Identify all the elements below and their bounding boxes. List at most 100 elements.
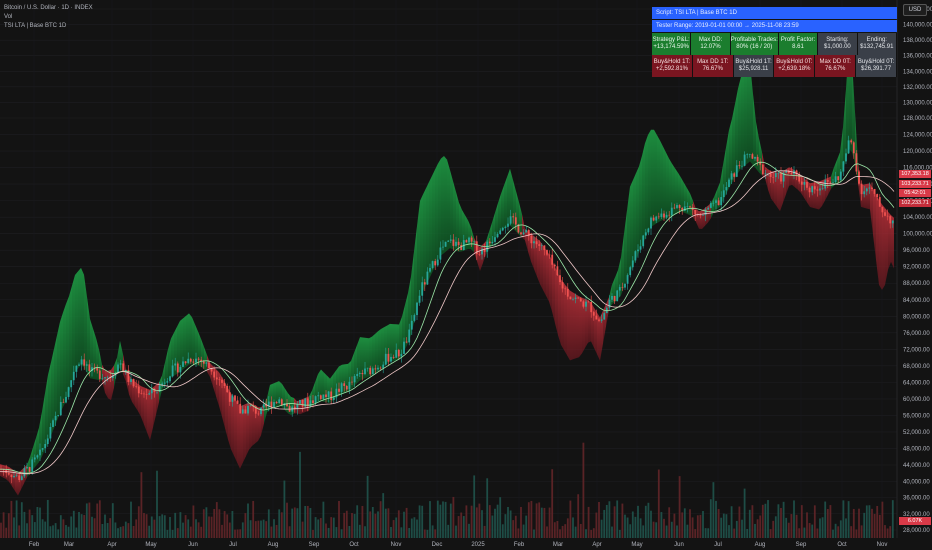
candle-body [18,475,21,480]
band-segment [468,220,471,250]
band-segment [777,172,780,212]
price-tick-label: 92,000.00 [903,265,930,271]
candle-body [400,353,403,357]
volume-bar [868,505,871,538]
candle-body [57,415,60,416]
candle-body [535,241,538,245]
volume-bar [179,512,182,538]
volume-bar [296,508,299,538]
candle-body [668,214,671,216]
candle-body [275,402,278,404]
band-segment [231,393,234,456]
currency-button[interactable]: USD [903,4,927,16]
stat-value: $132,745.91 [860,44,894,50]
volume-bar [195,519,197,538]
band-segment [765,166,768,190]
band-segment [588,300,591,343]
candle-body [730,173,733,180]
volume-bar [538,502,541,538]
volume-bar [863,512,866,538]
candle-body [795,170,798,175]
stat-cell-row1-4: Starting: $1,000.00 [818,33,858,55]
candle-body [273,402,275,408]
candle-body [353,376,356,383]
candle-body [267,401,270,407]
candle-body [878,197,881,207]
candle-body [413,315,416,321]
candle-body [548,254,551,256]
candle-body [689,206,691,208]
band-segment [381,327,384,370]
strategy-stats-panel: Script: TSI LTA | Base BTC 1D Tester Ran… [652,7,897,77]
volume-bar [876,505,879,538]
candle-body [863,191,866,195]
stat-label: Buy&Hold 1T: [653,58,691,65]
candle-body [345,385,348,390]
band-segment [234,397,237,463]
candle-body [603,313,606,320]
time-tick-label: Feb [514,542,525,548]
candle-body [657,216,660,218]
candle-body [65,396,67,403]
candle-body [132,379,135,387]
volume-bar [239,529,242,538]
volume-bar [314,517,317,538]
candle-body [117,364,119,373]
candle-body [98,370,101,379]
band-segment [156,382,159,415]
volume-indicator-label[interactable]: Vol [4,14,13,20]
band-segment [681,177,684,213]
candle-body [556,266,559,276]
volume-bar [462,516,465,538]
volume-bar [252,500,255,538]
candle-body [28,467,31,472]
volume-bar [481,510,483,538]
volume-bar [218,509,221,538]
price-tick-label: 76,000.00 [903,331,930,337]
candle-body [855,153,858,172]
candle-body [457,241,460,246]
volume-bar [548,507,551,538]
volume-bar [75,527,78,538]
candle-body [626,275,629,284]
candle-body [270,401,273,408]
band-segment [378,328,381,372]
volume-bar [257,520,260,538]
band-segment [753,94,756,169]
band-segment [843,88,846,171]
band-segment [192,317,195,365]
candle-body [634,251,637,261]
candle-body [384,353,387,365]
candle-body [735,165,738,177]
band-segment [60,312,63,414]
candle-body [145,394,148,395]
moving-average-lines [0,161,895,475]
candle-body [829,181,832,183]
volume-bar [161,514,164,538]
stat-label: Ending: [866,36,887,43]
indicator-label[interactable]: TSI LTA | Base BTC 1D [4,23,67,29]
candle-body [161,383,164,386]
candle-body [561,282,564,289]
volume-bar [429,501,431,538]
volume-bar [871,508,873,538]
stat-label: Max DD 1T: [697,58,729,65]
candle-body [88,364,91,371]
candle-body [694,209,697,215]
candle-body [488,241,491,244]
candle-body [681,207,684,211]
candle-body [806,182,808,188]
band-segment [147,388,150,441]
candle-body [52,420,54,427]
stat-label: Buy&Hold 0T: [857,58,895,65]
price-tick-label: 48,000.00 [903,446,930,452]
candle-body [286,403,288,407]
candle-body [436,259,439,266]
candle-body [231,395,234,402]
volume-bar [343,512,346,538]
volume-bar [340,529,343,538]
price-tick-label: 124,000.00 [903,133,932,139]
candle-body [725,187,728,191]
candle-body [327,391,330,398]
